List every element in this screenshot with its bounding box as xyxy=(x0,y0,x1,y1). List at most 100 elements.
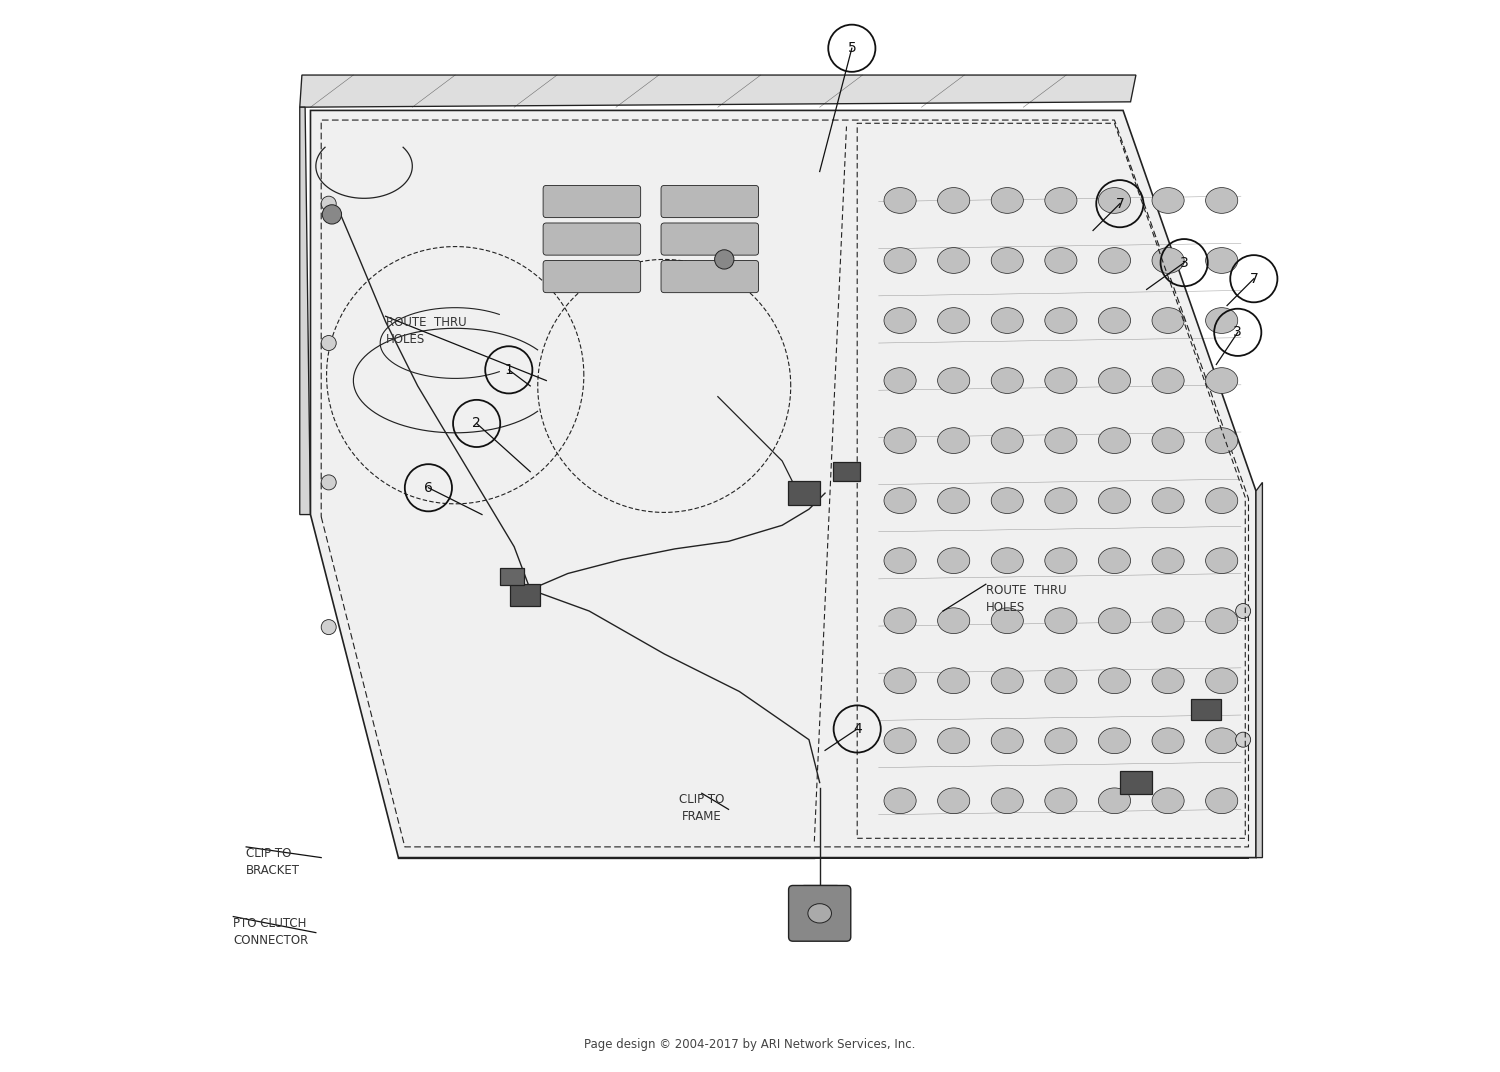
FancyBboxPatch shape xyxy=(543,260,640,293)
Ellipse shape xyxy=(992,308,1023,333)
Ellipse shape xyxy=(1046,428,1077,453)
Bar xyxy=(1120,771,1152,794)
Ellipse shape xyxy=(1152,668,1184,694)
Ellipse shape xyxy=(1152,428,1184,453)
Ellipse shape xyxy=(884,728,916,754)
Text: 7: 7 xyxy=(1116,196,1124,211)
Circle shape xyxy=(321,196,336,211)
Ellipse shape xyxy=(1046,308,1077,333)
Ellipse shape xyxy=(1206,248,1237,273)
Ellipse shape xyxy=(1152,728,1184,754)
Text: CLIP TO
BRACKET: CLIP TO BRACKET xyxy=(246,847,300,877)
Ellipse shape xyxy=(1046,248,1077,273)
Text: 3: 3 xyxy=(1233,325,1242,340)
Ellipse shape xyxy=(992,728,1023,754)
Ellipse shape xyxy=(1098,728,1131,754)
FancyBboxPatch shape xyxy=(662,223,759,255)
Ellipse shape xyxy=(938,548,970,574)
Ellipse shape xyxy=(808,904,831,923)
Ellipse shape xyxy=(1046,788,1077,814)
Ellipse shape xyxy=(938,428,970,453)
Ellipse shape xyxy=(1152,488,1184,513)
Polygon shape xyxy=(1256,482,1263,858)
Ellipse shape xyxy=(884,788,916,814)
Ellipse shape xyxy=(884,428,916,453)
Ellipse shape xyxy=(938,368,970,393)
Ellipse shape xyxy=(884,188,916,213)
Ellipse shape xyxy=(992,368,1023,393)
Ellipse shape xyxy=(1152,308,1184,333)
Ellipse shape xyxy=(1046,608,1077,634)
Ellipse shape xyxy=(938,788,970,814)
Ellipse shape xyxy=(1098,248,1131,273)
Ellipse shape xyxy=(1098,608,1131,634)
Ellipse shape xyxy=(1206,668,1237,694)
Ellipse shape xyxy=(992,188,1023,213)
Polygon shape xyxy=(300,75,1136,107)
Text: 1: 1 xyxy=(504,362,513,377)
Text: CLIP TO
FRAME: CLIP TO FRAME xyxy=(680,793,724,823)
Bar xyxy=(802,885,837,911)
Ellipse shape xyxy=(884,248,916,273)
Ellipse shape xyxy=(992,248,1023,273)
Ellipse shape xyxy=(884,608,916,634)
Bar xyxy=(788,481,819,505)
Ellipse shape xyxy=(1046,188,1077,213)
Text: ROUTE  THRU
HOLES: ROUTE THRU HOLES xyxy=(986,584,1066,614)
Ellipse shape xyxy=(1098,368,1131,393)
Ellipse shape xyxy=(1098,668,1131,694)
Text: 2: 2 xyxy=(472,416,482,431)
Circle shape xyxy=(321,475,336,490)
Ellipse shape xyxy=(1206,188,1237,213)
Text: PTO CLUTCH
CONNECTOR: PTO CLUTCH CONNECTOR xyxy=(234,917,309,947)
Ellipse shape xyxy=(1098,428,1131,453)
Ellipse shape xyxy=(1152,188,1184,213)
Circle shape xyxy=(1236,732,1251,747)
Text: 4: 4 xyxy=(853,721,861,736)
Ellipse shape xyxy=(1098,308,1131,333)
Ellipse shape xyxy=(1152,248,1184,273)
Ellipse shape xyxy=(1098,488,1131,513)
Circle shape xyxy=(322,205,342,224)
Ellipse shape xyxy=(938,608,970,634)
FancyBboxPatch shape xyxy=(543,223,640,255)
Ellipse shape xyxy=(1098,548,1131,574)
Ellipse shape xyxy=(992,488,1023,513)
Text: 3: 3 xyxy=(1180,255,1188,270)
Text: Page design © 2004-2017 by ARI Network Services, Inc.: Page design © 2004-2017 by ARI Network S… xyxy=(585,1038,915,1051)
Ellipse shape xyxy=(992,788,1023,814)
Circle shape xyxy=(321,336,336,351)
Text: ROUTE  THRU
HOLES: ROUTE THRU HOLES xyxy=(386,316,466,346)
Ellipse shape xyxy=(1152,788,1184,814)
Ellipse shape xyxy=(938,488,970,513)
Ellipse shape xyxy=(1206,488,1237,513)
Polygon shape xyxy=(310,110,1256,858)
Ellipse shape xyxy=(992,548,1023,574)
Ellipse shape xyxy=(992,608,1023,634)
Ellipse shape xyxy=(1046,488,1077,513)
Polygon shape xyxy=(300,107,310,515)
Ellipse shape xyxy=(938,728,970,754)
Ellipse shape xyxy=(1152,368,1184,393)
FancyBboxPatch shape xyxy=(662,260,759,293)
Ellipse shape xyxy=(992,428,1023,453)
Ellipse shape xyxy=(1206,728,1237,754)
Ellipse shape xyxy=(884,368,916,393)
Bar xyxy=(500,568,523,585)
Text: 6: 6 xyxy=(424,480,433,495)
Ellipse shape xyxy=(1206,428,1237,453)
Ellipse shape xyxy=(938,668,970,694)
Ellipse shape xyxy=(1046,368,1077,393)
Ellipse shape xyxy=(1206,368,1237,393)
Text: 7: 7 xyxy=(1250,271,1258,286)
Circle shape xyxy=(1236,604,1251,619)
FancyBboxPatch shape xyxy=(543,185,640,218)
Ellipse shape xyxy=(884,308,916,333)
Ellipse shape xyxy=(1206,548,1237,574)
Ellipse shape xyxy=(938,308,970,333)
Circle shape xyxy=(714,250,734,269)
Ellipse shape xyxy=(1046,728,1077,754)
FancyBboxPatch shape xyxy=(662,185,759,218)
FancyBboxPatch shape xyxy=(789,885,850,941)
Ellipse shape xyxy=(884,548,916,574)
